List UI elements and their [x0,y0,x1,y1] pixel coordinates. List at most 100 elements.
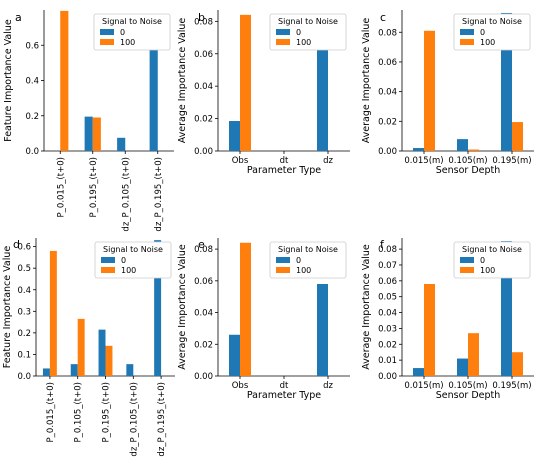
y-tick-label: 0.03 [378,324,397,334]
y-axis-label: Average Importance Value [177,244,188,370]
legend-label-100: 100 [296,266,311,275]
x-tick-label: P_0.015_(t+0) [46,382,56,442]
x-tick-label: dz [323,156,333,166]
legend-swatch-100 [460,267,474,273]
bar-series-0-2 [317,45,328,151]
legend-swatch-0 [101,257,115,263]
bar-series-100-2 [105,345,113,376]
bar-series-100-2 [512,122,523,151]
panel-letter: d [13,238,20,251]
y-tick-label: 0.02 [194,340,213,350]
panel-f: f 0.00 0.01 0.02 0.03 0.04 0.05 0.06 0.07 0.08 Ave… [361,238,534,401]
bar-series-100-2 [512,352,523,376]
panel-letter: f [380,238,385,251]
y-tick-label: 0.02 [378,117,397,127]
y-tick-label: 0.6 [25,41,39,51]
y-axis-label: Average Importance Value [361,244,372,370]
panel-letter: a [15,11,22,24]
y-tick-label: 0.04 [378,88,397,98]
panel-c: c 0.00 0.02 0.04 0.06 0.08 Average Importance … [361,10,534,176]
y-tick-label: 0.02 [194,115,213,125]
x-axis-label: Sensor Depth [436,165,501,176]
legend-label-0: 0 [120,28,125,37]
legend-title: Signal to Noise [102,17,162,26]
bar-series-100-1 [92,117,101,151]
bar-series-100-0 [240,242,251,376]
bar-series-0-1 [84,116,93,151]
legend-label-100: 100 [296,38,311,47]
y-tick-label: 0.0 [25,147,39,157]
x-tick-label: dz_P_0.195_(t+0) [154,157,164,232]
y-tick-label: 0.2 [17,329,31,339]
bar-series-0-2 [117,137,126,151]
x-axis-label: Sensor Depth [436,390,501,401]
y-tick-label: 0.00 [378,372,397,382]
y-tick-label: 0.06 [378,58,397,68]
bar-series-0-0 [229,334,240,376]
x-tick-label: 0.195(m) [492,381,531,391]
bar-series-0-0 [413,148,424,151]
bar-series-0-2 [317,284,328,376]
bar-series-0-0 [42,368,50,376]
legend-swatch-100 [276,267,290,273]
y-tick-label: 0.5 [17,264,31,274]
x-tick-label: 0.015(m) [404,156,443,166]
legend-label-0: 0 [296,28,301,37]
y-tick-label: 0.00 [194,147,213,157]
x-tick-label: dt [280,156,289,166]
legend-label-0: 0 [296,256,301,265]
x-tick-label: P_0.195_(t+0) [89,157,99,217]
y-tick-label: 0.02 [378,340,397,350]
y-tick-label: 0.06 [378,277,397,287]
legend-title: Signal to Noise [278,17,338,26]
panel-e: e 0.00 0.02 0.04 0.06 0.08 Average Importance … [177,238,350,401]
panel-letter: e [198,238,205,251]
legend-swatch-100 [276,39,290,45]
bar-series-0-4 [154,240,162,376]
y-tick-label: 0.08 [378,28,397,38]
legend-swatch-0 [100,29,114,35]
bar-series-100-1 [77,318,85,376]
panel-b: b 0.00 0.02 0.04 0.06 0.08 Average Importance … [177,10,350,176]
y-tick-label: 0.01 [378,356,397,366]
y-tick-label: 0.06 [194,50,213,60]
bar-series-100-0 [424,30,435,152]
legend-label-100: 100 [480,38,495,47]
y-tick-label: 0.4 [17,286,31,296]
x-axis-label: Parameter Type [247,390,321,401]
bar-series-0-1 [457,358,468,376]
bar-series-0-2 [98,329,106,376]
bar-series-100-0 [240,14,251,151]
y-axis-label: Average Importance Value [361,18,372,144]
legend-title: Signal to Noise [462,245,522,254]
y-tick-label: 0.07 [378,261,397,271]
bar-series-0-3 [126,364,134,376]
legend-title: Signal to Noise [103,245,163,254]
bar-series-0-1 [457,139,468,151]
x-tick-label: dz_P_0.105_(t+0) [129,382,139,457]
y-tick-label: 0.06 [194,277,213,287]
y-tick-label: 0.00 [378,147,397,157]
bar-series-100-0 [60,10,69,151]
x-tick-label: 0.105(m) [448,156,487,166]
legend-swatch-0 [276,29,290,35]
legend-swatch-100 [100,39,114,45]
x-tick-label: P_0.105_(t+0) [74,382,84,442]
x-tick-label: 0.015(m) [404,381,443,391]
y-tick-label: 0.04 [378,309,397,319]
legend-title: Signal to Noise [278,245,338,254]
x-tick-label: 0.195(m) [492,156,531,166]
y-tick-label: 0.6 [17,243,31,253]
y-tick-label: 0.0 [17,372,31,382]
panel-d: d 0.0 0.1 0.2 0.3 0.4 0.5 0.6 Feature Importance… [2,238,175,457]
y-tick-label: 0.04 [194,309,213,319]
legend-label-0: 0 [121,256,126,265]
bar-series-0-2 [501,241,512,376]
legend-label-100: 100 [120,38,135,47]
